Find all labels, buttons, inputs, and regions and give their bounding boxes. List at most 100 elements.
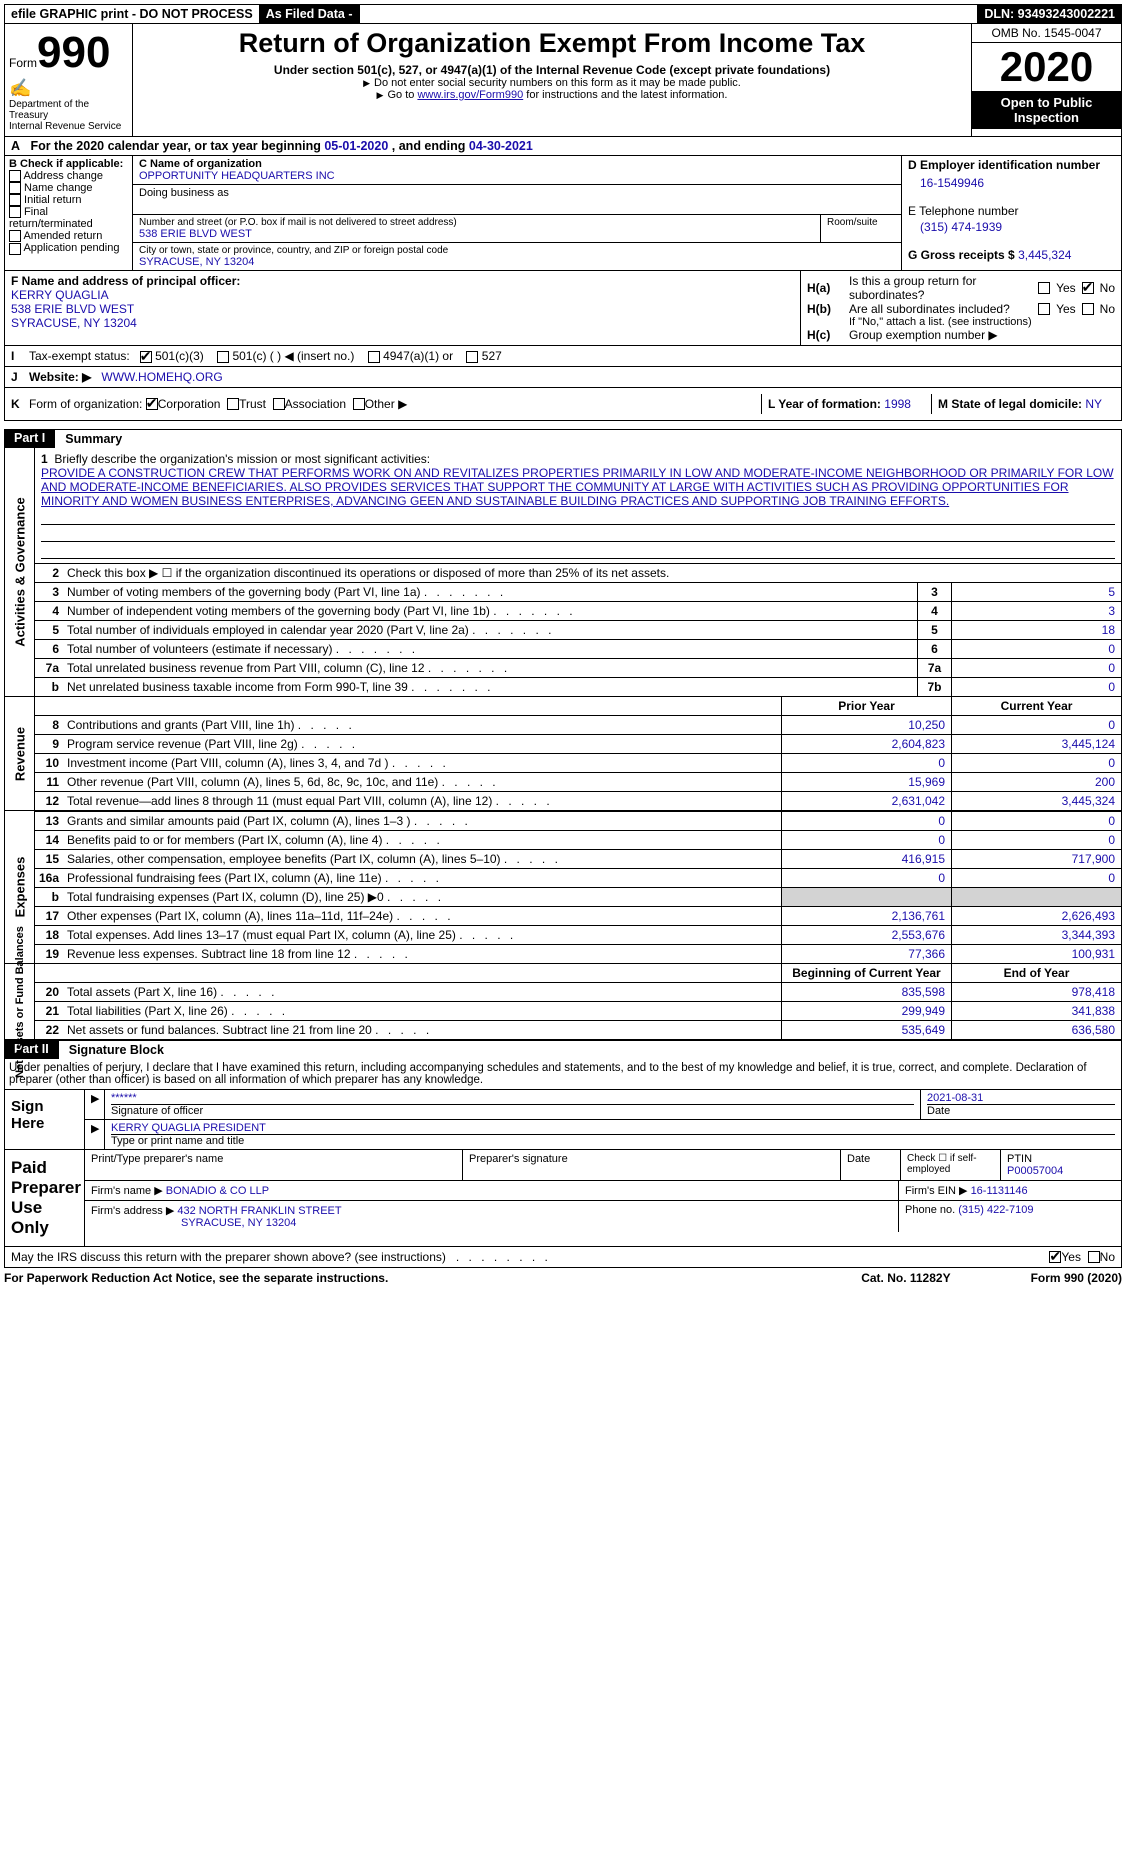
section-b-checkboxes: B Check if applicable: Address change Na… (5, 156, 133, 270)
net-assets-section: Net Assets or Fund Balances Beginning of… (4, 964, 1122, 1040)
corp-checkbox[interactable] (146, 398, 158, 410)
signature-block: Sign Here ▶ ****** Signature of officer … (4, 1090, 1122, 1150)
form-subtitle: Under section 501(c), 527, or 4947(a)(1)… (137, 63, 967, 77)
ssn-note: Do not enter social security numbers on … (137, 77, 967, 89)
527-checkbox[interactable] (466, 351, 478, 363)
checkbox[interactable] (9, 230, 21, 242)
501c-checkbox[interactable] (217, 351, 229, 363)
current-year-value: 636,580 (951, 1021, 1121, 1039)
summary-row: 15Salaries, other compensation, employee… (35, 849, 1121, 868)
checkbox[interactable] (9, 170, 21, 182)
instructions-link-line: Go to www.irs.gov/Form990 for instructio… (137, 89, 967, 101)
tax-year: 2020 (972, 43, 1121, 91)
firm-ein: 16-1131146 (971, 1185, 1028, 1197)
form-page-ref: Form 990 (2020) (1031, 1271, 1122, 1285)
current-year-value: 3,445,124 (951, 735, 1121, 753)
activities-governance-section: Activities & Governance 1 Briefly descri… (4, 448, 1122, 697)
checkbox[interactable] (9, 194, 21, 206)
summary-row: 18Total expenses. Add lines 13–17 (must … (35, 925, 1121, 944)
street-label: Number and street (or P.O. box if mail i… (139, 217, 814, 228)
current-year-value: 3,445,324 (951, 792, 1121, 810)
officer-group-block: F Name and address of principal officer:… (4, 271, 1122, 346)
open-to-public: Open to Public Inspection (972, 91, 1121, 129)
top-bar: efile GRAPHIC print - DO NOT PROCESS As … (4, 4, 1122, 24)
irs-link[interactable]: www.irs.gov/Form990 (417, 89, 523, 101)
checkbox[interactable] (9, 206, 21, 218)
part-ii-header: Part II Signature Block (4, 1040, 1122, 1059)
501c3-checkbox[interactable] (140, 351, 152, 363)
tax-exempt-status-row: I Tax-exempt status: 501(c)(3) 501(c) ( … (4, 346, 1122, 367)
summary-row: 10Investment income (Part VIII, column (… (35, 753, 1121, 772)
telephone-label: E Telephone number (908, 204, 1115, 218)
perjury-declaration: Under penalties of perjury, I declare th… (4, 1059, 1122, 1090)
summary-row: bNet unrelated business taxable income f… (35, 677, 1121, 696)
summary-row: 19Revenue less expenses. Subtract line 1… (35, 944, 1121, 963)
prior-year-value (781, 888, 951, 906)
ha-no-checkbox[interactable] (1082, 282, 1094, 294)
summary-row: 4Number of independent voting members of… (35, 601, 1121, 620)
gross-receipts: G Gross receipts $ 3,445,324 (908, 248, 1115, 262)
form-number: Form990 (9, 28, 128, 78)
as-filed: As Filed Data - (260, 5, 360, 23)
catalog-number: Cat. No. 11282Y (861, 1271, 950, 1285)
trust-checkbox[interactable] (227, 398, 239, 410)
group-exemption-row: H(c) Group exemption number ▶ (807, 328, 1115, 342)
current-year-value: 978,418 (951, 983, 1121, 1001)
omb-number: OMB No. 1545-0047 (972, 24, 1121, 43)
firm-name: BONADIO & CO LLP (166, 1185, 269, 1197)
form-title: Return of Organization Exempt From Incom… (137, 28, 967, 59)
discuss-yes-checkbox[interactable] (1049, 1251, 1061, 1263)
form-of-org-row: K Form of organization: Corporation Trus… (4, 388, 1122, 421)
hb-yes-checkbox[interactable] (1038, 303, 1050, 315)
firm-address-2: SYRACUSE, NY 13204 (181, 1217, 296, 1229)
footer-line: For Paperwork Reduction Act Notice, see … (4, 1268, 1122, 1288)
ha-yes-checkbox[interactable] (1038, 282, 1050, 294)
website-row: J Website: ▶ WWW.HOMEHQ.ORG (4, 367, 1122, 388)
checkbox[interactable] (9, 182, 21, 194)
section-a-tax-year: A For the 2020 calendar year, or tax yea… (4, 137, 1122, 156)
officer-city: SYRACUSE, NY 13204 (11, 316, 137, 330)
discuss-no-checkbox[interactable] (1088, 1251, 1100, 1263)
other-checkbox[interactable] (353, 398, 365, 410)
street-address: 538 ERIE BLVD WEST (139, 228, 814, 240)
firm-address-1: 432 NORTH FRANKLIN STREET (177, 1205, 341, 1217)
prior-year-value: 15,969 (781, 773, 951, 791)
subordinates-row: H(b) Are all subordinates included? Yes … (807, 302, 1115, 316)
mission-text: PROVIDE A CONSTRUCTION CREW THAT PERFORM… (41, 466, 1114, 508)
4947-checkbox[interactable] (368, 351, 380, 363)
summary-row: 14Benefits paid to or for members (Part … (35, 830, 1121, 849)
summary-row: 20Total assets (Part X, line 16) . . . .… (35, 982, 1121, 1001)
value: 0 (951, 678, 1121, 696)
prior-year-value: 2,553,676 (781, 926, 951, 944)
principal-officer-label: F Name and address of principal officer: (11, 274, 794, 288)
name-title-label: Type or print name and title (111, 1135, 1115, 1147)
firm-phone: (315) 422-7109 (958, 1204, 1033, 1216)
tab-net-assets: Net Assets or Fund Balances (14, 926, 26, 1078)
dln: DLN: 93493243002221 (978, 5, 1121, 23)
summary-row: 8Contributions and grants (Part VIII, li… (35, 715, 1121, 734)
city-state-zip: SYRACUSE, NY 13204 (139, 256, 895, 268)
prior-year-header: Prior Year (781, 697, 951, 715)
current-year-value: 100,931 (951, 945, 1121, 963)
telephone-value: (315) 474-1939 (920, 220, 1115, 234)
signature-date: 2021-08-31 (927, 1092, 1115, 1105)
summary-row: 6Total number of volunteers (estimate if… (35, 639, 1121, 658)
hb-no-checkbox[interactable] (1082, 303, 1094, 315)
checkbox[interactable] (9, 243, 21, 255)
prior-year-value: 77,366 (781, 945, 951, 963)
form-header: Form990 ✍ Department of the Treasury Int… (4, 24, 1122, 137)
paid-preparer-block: Paid Preparer Use Only Print/Type prepar… (4, 1150, 1122, 1247)
line-2-disposal: Check this box ▶ ☐ if the organization d… (63, 564, 1121, 582)
efile-notice: efile GRAPHIC print - DO NOT PROCESS (5, 5, 260, 23)
summary-row: 21Total liabilities (Part X, line 26) . … (35, 1001, 1121, 1020)
current-year-value: 0 (951, 869, 1121, 887)
current-year-value (951, 888, 1121, 906)
summary-row: 12Total revenue—add lines 8 through 11 (… (35, 791, 1121, 810)
assoc-checkbox[interactable] (273, 398, 285, 410)
summary-row: 22Net assets or fund balances. Subtract … (35, 1020, 1121, 1039)
prior-year-value: 299,949 (781, 1002, 951, 1020)
applicable-checkbox-item: Address change (9, 170, 128, 182)
group-return-row: H(a) Is this a group return for subordin… (807, 274, 1115, 302)
state-domicile: NY (1085, 397, 1102, 411)
current-year-value: 0 (951, 716, 1121, 734)
